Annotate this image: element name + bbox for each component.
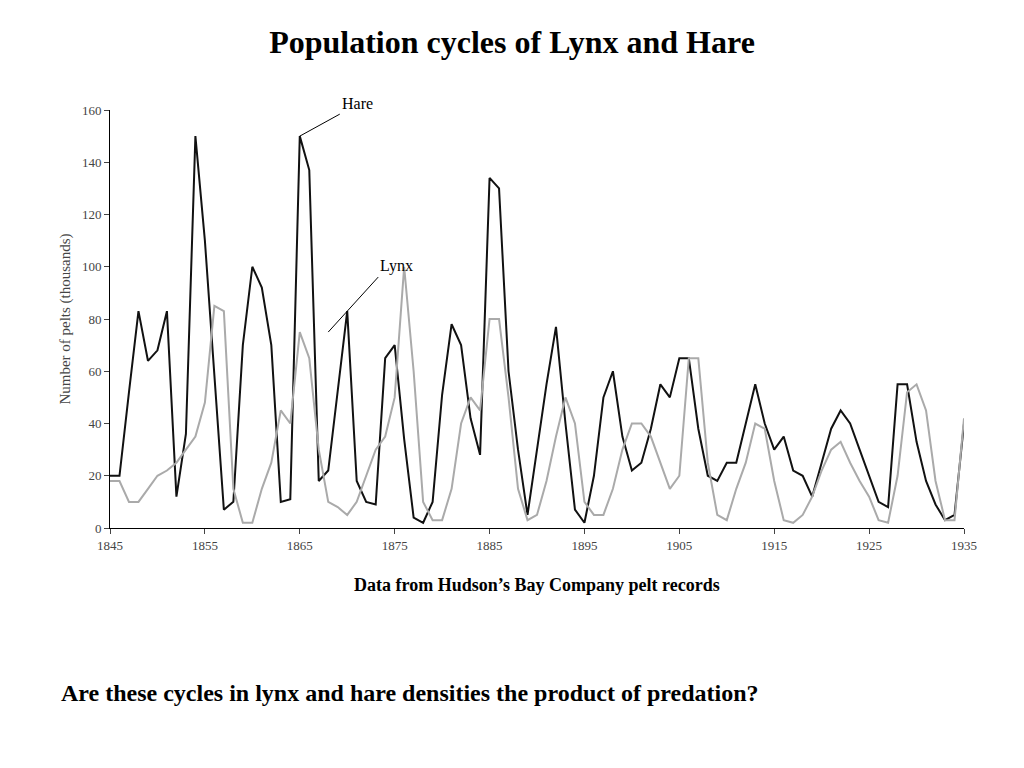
svg-text:160: 160 bbox=[82, 103, 102, 118]
svg-text:1905: 1905 bbox=[666, 538, 692, 553]
svg-text:1885: 1885 bbox=[477, 538, 503, 553]
svg-text:1865: 1865 bbox=[287, 538, 313, 553]
svg-text:Lynx: Lynx bbox=[380, 257, 413, 275]
svg-text:1845: 1845 bbox=[97, 538, 123, 553]
svg-text:120: 120 bbox=[82, 207, 102, 222]
svg-text:100: 100 bbox=[82, 259, 102, 274]
svg-text:Data from Hudson’s Bay Company: Data from Hudson’s Bay Company pelt reco… bbox=[354, 575, 720, 595]
svg-text:Number of pelts (thousands): Number of pelts (thousands) bbox=[57, 233, 74, 404]
svg-text:140: 140 bbox=[82, 155, 102, 170]
svg-text:1925: 1925 bbox=[856, 538, 882, 553]
svg-text:1915: 1915 bbox=[761, 538, 787, 553]
svg-text:Population cycles of Lynx and: Population cycles of Lynx and Hare bbox=[269, 24, 755, 60]
svg-text:1855: 1855 bbox=[192, 538, 218, 553]
svg-text:Are these cycles in lynx and h: Are these cycles in lynx and hare densit… bbox=[61, 680, 759, 706]
svg-text:Hare: Hare bbox=[342, 95, 373, 112]
svg-text:1895: 1895 bbox=[571, 538, 597, 553]
svg-text:80: 80 bbox=[88, 312, 101, 327]
svg-text:60: 60 bbox=[88, 364, 101, 379]
svg-text:1935: 1935 bbox=[951, 538, 977, 553]
svg-text:40: 40 bbox=[88, 416, 101, 431]
svg-text:20: 20 bbox=[88, 468, 101, 483]
svg-text:1875: 1875 bbox=[382, 538, 408, 553]
svg-text:0: 0 bbox=[95, 521, 102, 536]
